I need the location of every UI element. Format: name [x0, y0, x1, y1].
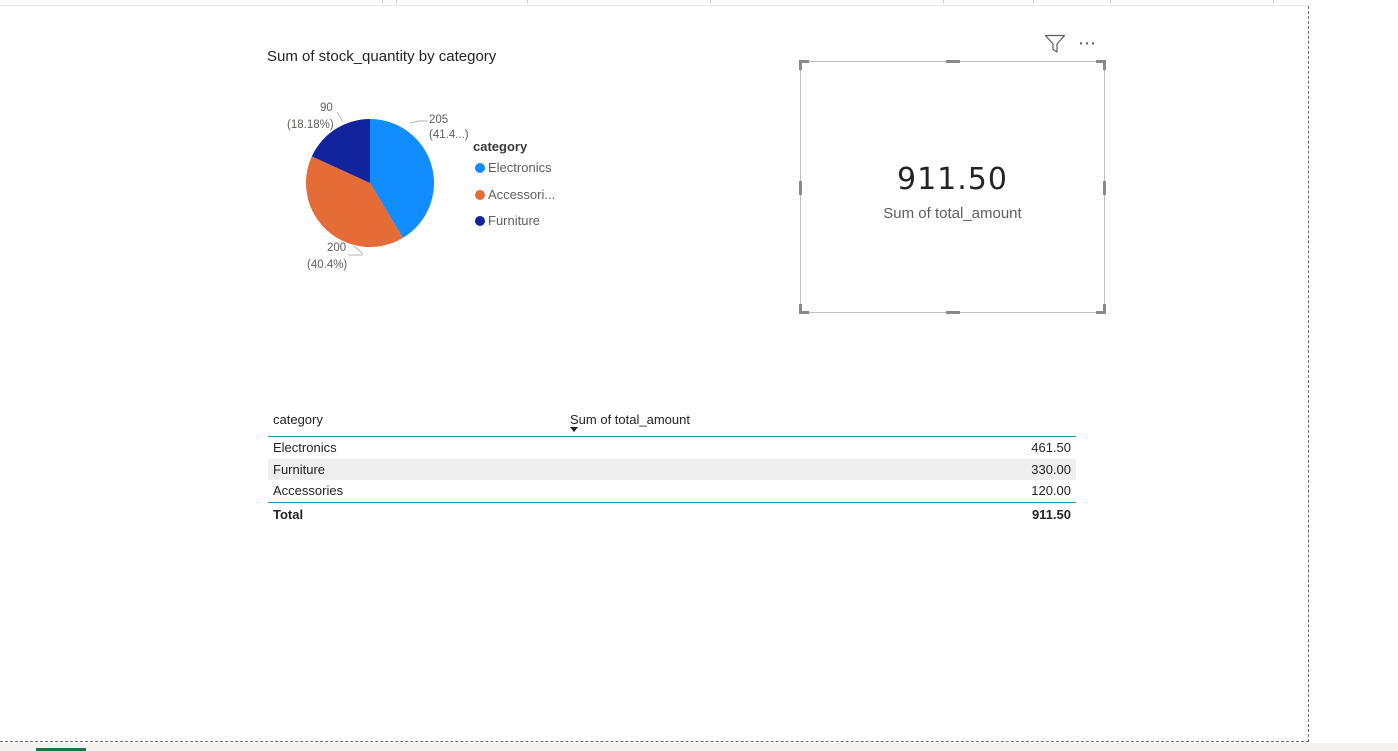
- table-row[interactable]: Furniture 330.00: [268, 458, 1076, 480]
- legend-label: Electronics: [488, 160, 552, 175]
- resize-handle-bottom-left[interactable]: [799, 304, 802, 314]
- pie-legend: category Electronics Accessori... Furnit…: [473, 139, 555, 240]
- total-amount: 911.50: [1031, 506, 1071, 522]
- leader-line-electronics: [409, 120, 427, 124]
- data-label-electronics-percent: (41.4...): [429, 129, 469, 141]
- top-strip-separator: [710, 0, 711, 3]
- card-visual[interactable]: 911.50 Sum of total_amount: [799, 60, 1106, 314]
- data-label-furniture-value: 90: [320, 102, 333, 114]
- pie-slice-accessories[interactable]: [306, 156, 403, 247]
- cell-amount: 330.00: [1031, 461, 1071, 477]
- legend-dot: [475, 163, 485, 173]
- cell-amount: 461.50: [1031, 440, 1071, 455]
- resize-handle-bottom-right[interactable]: [1103, 304, 1106, 314]
- resize-handle-top-left[interactable]: [799, 60, 802, 70]
- table-row[interactable]: Electronics 461.50: [268, 437, 1076, 459]
- legend-item-electronics[interactable]: Electronics: [473, 160, 555, 176]
- sort-descending-icon[interactable]: [570, 427, 578, 432]
- top-strip-separator: [1033, 0, 1034, 3]
- resize-handle-bottom-left[interactable]: [799, 311, 809, 314]
- more-options-icon[interactable]: ⋯: [1078, 33, 1097, 53]
- card-visual-header: ⋯: [1040, 33, 1110, 55]
- resize-handle-top-right[interactable]: [1103, 60, 1106, 70]
- cell-category: Furniture: [273, 461, 326, 477]
- resize-handle-bottom-right[interactable]: [1096, 311, 1106, 314]
- table-header: category Sum of total_amount: [268, 409, 1076, 437]
- data-label-accessories-percent: (40.4%): [307, 259, 347, 271]
- table-row[interactable]: Accessories 120.00: [268, 480, 1076, 502]
- page-right-boundary: [1308, 6, 1309, 742]
- legend-title: category: [473, 139, 528, 154]
- top-strip-separator: [382, 0, 383, 3]
- column-header-category[interactable]: category: [273, 412, 323, 427]
- legend-dot: [475, 189, 485, 200]
- pie-slice-furniture[interactable]: [311, 119, 370, 183]
- pie-slice-electronics[interactable]: [370, 119, 434, 238]
- top-strip-separator: [943, 0, 944, 3]
- legend-label: Accessori...: [488, 186, 556, 202]
- legend-item-furniture[interactable]: Furniture: [473, 213, 555, 229]
- cell-category: Accessories: [273, 483, 344, 498]
- legend-label: Furniture: [488, 213, 541, 228]
- top-strip-separator: [396, 0, 397, 3]
- card-label: Sum of total_amount: [883, 205, 1022, 222]
- legend-dot: [475, 216, 485, 226]
- card-value: 911.50: [897, 162, 1008, 197]
- data-label-accessories-value: 200: [327, 242, 346, 254]
- top-strip-separator: [1110, 0, 1111, 3]
- active-page-tab[interactable]: [36, 748, 86, 751]
- resize-handle-left[interactable]: [799, 181, 802, 195]
- table-total-row: Total 911.50: [268, 501, 1076, 524]
- cell-category: Electronics: [273, 440, 337, 455]
- resize-handle-top[interactable]: [946, 60, 960, 63]
- resize-handle-top-right[interactable]: [1096, 60, 1106, 63]
- data-label-furniture-percent: (18.18%): [287, 119, 334, 131]
- filter-icon[interactable]: [1044, 34, 1066, 54]
- leader-line-accessories: [348, 245, 363, 256]
- pie-chart-title: Sum of stock_quantity by category: [267, 48, 497, 65]
- table-visual[interactable]: category Sum of total_amount Electronics…: [268, 409, 1076, 524]
- total-label: Total: [273, 506, 304, 522]
- top-strip-separator: [1273, 0, 1274, 3]
- cell-amount: 120.00: [1031, 483, 1071, 498]
- data-label-electronics-value: 205: [429, 114, 448, 126]
- top-strip-separator: [527, 0, 528, 3]
- page-bottom-boundary: [0, 741, 1309, 742]
- legend-item-accessories[interactable]: Accessori...: [473, 187, 555, 203]
- pie-chart[interactable]: 205 (41.4...) 200 (40.4%) 90 (18.18%): [280, 95, 470, 280]
- column-header-sum-total-amount[interactable]: Sum of total_amount: [570, 412, 690, 427]
- resize-handle-bottom[interactable]: [946, 311, 960, 314]
- leader-line-furniture: [336, 111, 343, 122]
- resize-handle-right[interactable]: [1103, 181, 1106, 195]
- top-strip: [0, 0, 1310, 6]
- page-tabs-bar: [0, 743, 1398, 751]
- resize-handle-top-left[interactable]: [799, 60, 809, 63]
